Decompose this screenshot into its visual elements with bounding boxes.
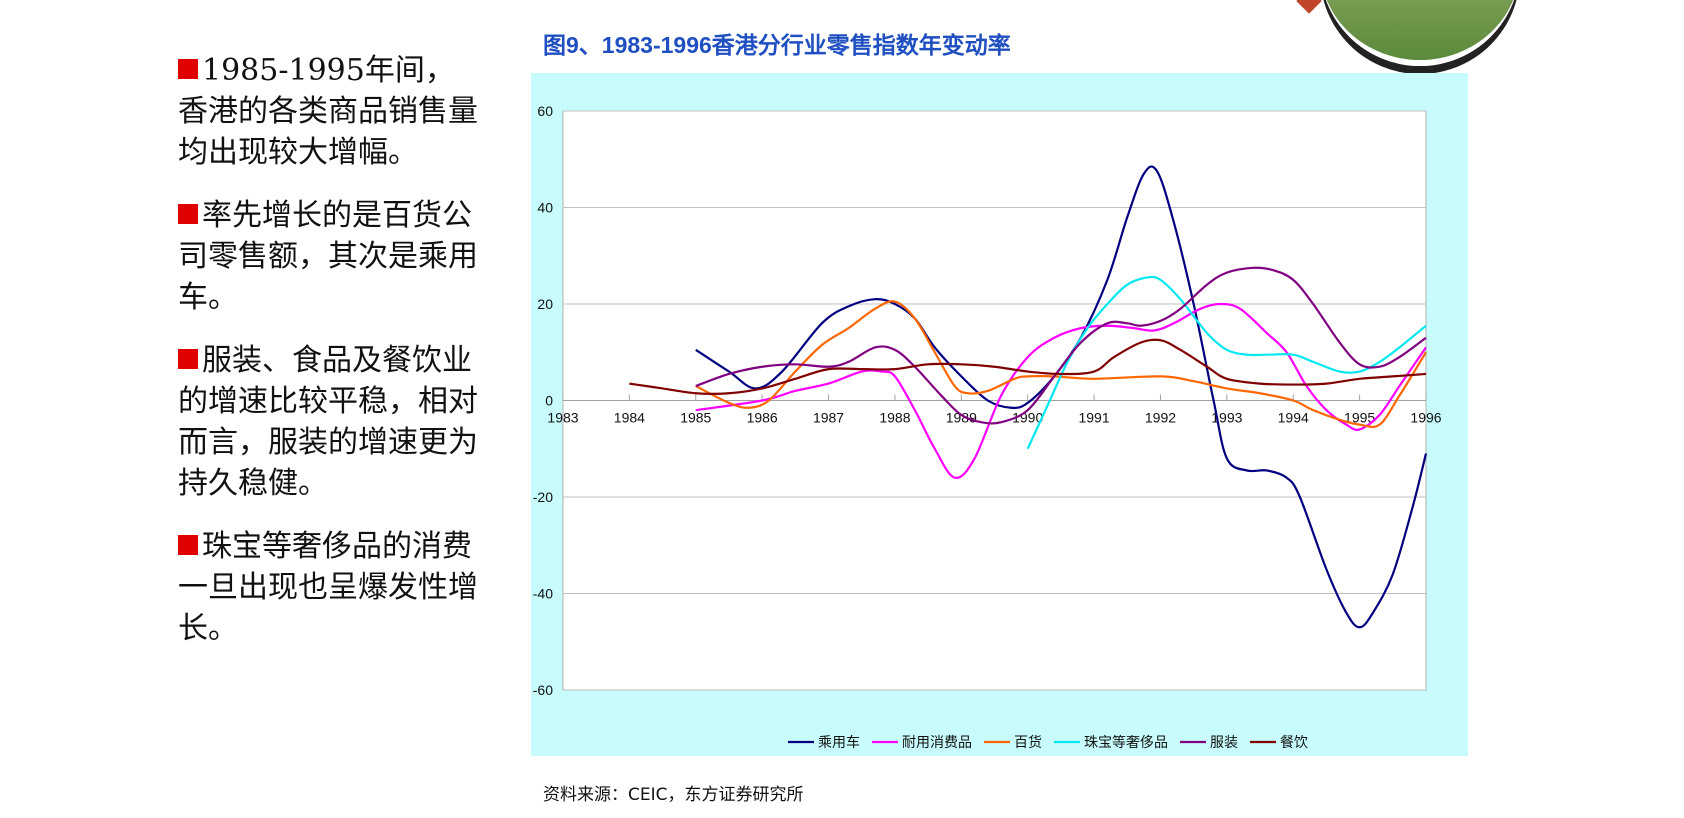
bullet-list: 1985-1995年间，香港的各类商品销售量均出现较大增幅。 率先增长的是百货公… xyxy=(178,50,478,671)
y-tick-label: -20 xyxy=(533,489,553,505)
series-line-百货 xyxy=(695,300,1427,429)
x-tick-label: 1990 xyxy=(1012,410,1043,426)
x-tick-label: 1994 xyxy=(1278,410,1309,426)
series-line-乘用车 xyxy=(695,165,1428,629)
bullet-text: 服装、食品及餐饮业的增速比较平稳，相对而言，服装的增速更为持久稳健。 xyxy=(178,343,478,501)
x-tick-label: 1984 xyxy=(614,410,645,426)
y-tick-label: -60 xyxy=(533,682,553,698)
x-tick-label: 1992 xyxy=(1145,410,1176,426)
y-tick-label: 40 xyxy=(537,200,553,216)
source-note: 资料来源：CEIC，东方证券研究所 xyxy=(543,785,804,805)
x-tick-label: 1986 xyxy=(747,410,778,426)
red-square-bullet-icon xyxy=(178,204,198,224)
x-tick-label: 1995 xyxy=(1344,410,1375,426)
red-square-bullet-icon xyxy=(178,535,198,555)
legend-label: 耐用消费品 xyxy=(902,735,972,751)
x-tick-label: 1996 xyxy=(1410,410,1441,426)
y-tick-label: 60 xyxy=(537,103,553,119)
chart-title: 图9、1983-1996香港分行业零售指数年变动率 xyxy=(543,32,1011,58)
x-tick-label: 1983 xyxy=(547,410,578,426)
y-tick-label: 0 xyxy=(545,393,553,409)
bullet-item: 1985-1995年间，香港的各类商品销售量均出现较大增幅。 xyxy=(178,50,478,173)
series-line-服装 xyxy=(695,266,1427,425)
x-tick-label: 1987 xyxy=(813,410,844,426)
legend-label: 餐饮 xyxy=(1280,735,1308,751)
bullet-item: 服装、食品及餐饮业的增速比较平稳，相对而言，服装的增速更为持久稳健。 xyxy=(178,340,478,504)
x-tick-label: 1993 xyxy=(1211,410,1242,426)
legend-label: 乘用车 xyxy=(818,734,860,751)
x-tick-label: 1991 xyxy=(1078,410,1109,426)
series-line-珠宝等奢侈品 xyxy=(1026,275,1427,450)
series-line-耐用消费品 xyxy=(695,302,1427,479)
bullet-item: 珠宝等奢侈品的消费一旦出现也呈爆发性增长。 xyxy=(178,526,478,649)
bullet-text: 1985-1995年间，香港的各类商品销售量均出现较大增幅。 xyxy=(178,53,478,170)
y-tick-label: -40 xyxy=(533,586,553,602)
bullet-item: 率先增长的是百货公司零售额，其次是乘用车。 xyxy=(178,195,478,318)
bullet-text: 率先增长的是百货公司零售额，其次是乘用车。 xyxy=(178,198,478,315)
red-square-bullet-icon xyxy=(178,349,198,369)
legend-label: 服装 xyxy=(1210,735,1238,751)
legend-label: 百货 xyxy=(1014,734,1042,751)
x-tick-label: 1988 xyxy=(879,410,910,426)
x-tick-label: 1985 xyxy=(680,410,711,426)
legend-label: 珠宝等奢侈品 xyxy=(1084,734,1168,751)
red-square-bullet-icon xyxy=(178,59,198,79)
y-tick-label: 20 xyxy=(537,296,553,312)
x-tick-label: 1989 xyxy=(946,410,977,426)
series-line-餐饮 xyxy=(629,338,1427,395)
bullet-text: 珠宝等奢侈品的消费一旦出现也呈爆发性增长。 xyxy=(178,529,478,646)
